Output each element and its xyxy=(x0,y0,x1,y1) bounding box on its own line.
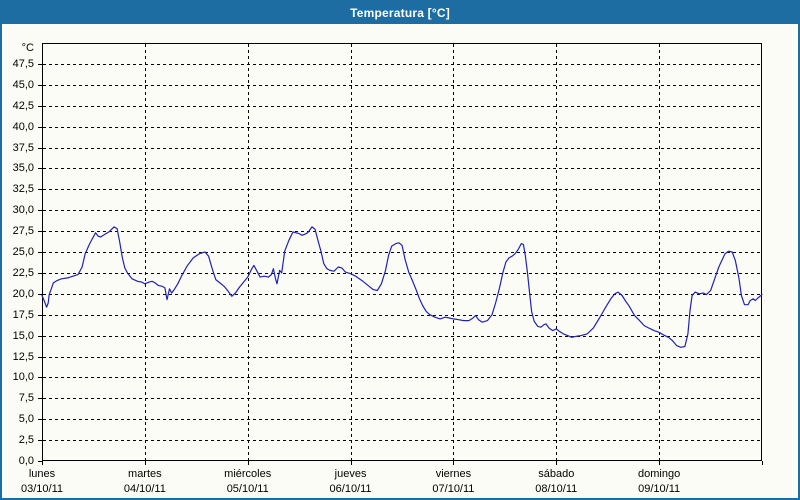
x-day-label: martes xyxy=(128,468,162,480)
x-date-label: 08/10/11 xyxy=(535,483,578,495)
y-tick-label: 20,0 xyxy=(12,288,34,300)
y-tick-label: 17,5 xyxy=(12,309,34,321)
x-date-label: 04/10/11 xyxy=(123,483,166,495)
y-tick-label: 22,5 xyxy=(12,267,34,279)
y-tick-label: 37,5 xyxy=(12,142,34,154)
chart-canvas xyxy=(38,43,763,465)
x-day-label: sábado xyxy=(538,468,575,480)
x-date-label: 05/10/11 xyxy=(226,483,269,495)
y-tick-label: 10,0 xyxy=(12,371,34,383)
x-day-label: viernes xyxy=(435,468,472,480)
y-tick-label: 30,0 xyxy=(12,204,34,216)
chart-area: 47,5 45,0 42,5 40,0 37,5 35,0 32,5 30,0 27,5 25,0… xyxy=(2,24,798,498)
temperature-line xyxy=(41,226,763,348)
window-titlebar: Temperatura [°C] xyxy=(2,2,798,24)
y-tick-label: 2,5 xyxy=(18,434,34,446)
y-tick-label: 7,5 xyxy=(18,392,34,404)
y-tick-label: 42,5 xyxy=(12,100,34,112)
x-date-label: 07/10/11 xyxy=(432,483,475,495)
y-tick-label: 5,0 xyxy=(18,413,34,425)
y-tick-label: 0,0 xyxy=(18,455,34,467)
y-tick-label: 27,5 xyxy=(12,225,34,237)
x-date-label: 06/10/11 xyxy=(329,483,372,495)
y-axis-unit-label: °C xyxy=(21,42,34,54)
y-tick-label: 25,0 xyxy=(12,246,34,258)
x-day-label: domingo xyxy=(638,468,681,480)
x-date-label: 09/10/11 xyxy=(638,483,681,495)
y-tick-label: 15,0 xyxy=(12,330,34,342)
x-day-label: jueves xyxy=(334,468,367,480)
y-tick-label: 47,5 xyxy=(12,58,34,70)
window-title: Temperatura [°C] xyxy=(350,6,450,20)
y-tick-label: 12,5 xyxy=(12,351,34,363)
x-day-label: miércoles xyxy=(224,468,272,480)
x-day-label: lunes xyxy=(28,468,56,480)
y-tick-label: 35,0 xyxy=(12,162,34,174)
y-tick-label: 32,5 xyxy=(12,183,34,195)
y-tick-label: 45,0 xyxy=(12,79,34,91)
y-tick-label: 40,0 xyxy=(12,121,34,133)
x-date-label: 03/10/11 xyxy=(20,483,63,495)
plot-border xyxy=(42,43,762,461)
